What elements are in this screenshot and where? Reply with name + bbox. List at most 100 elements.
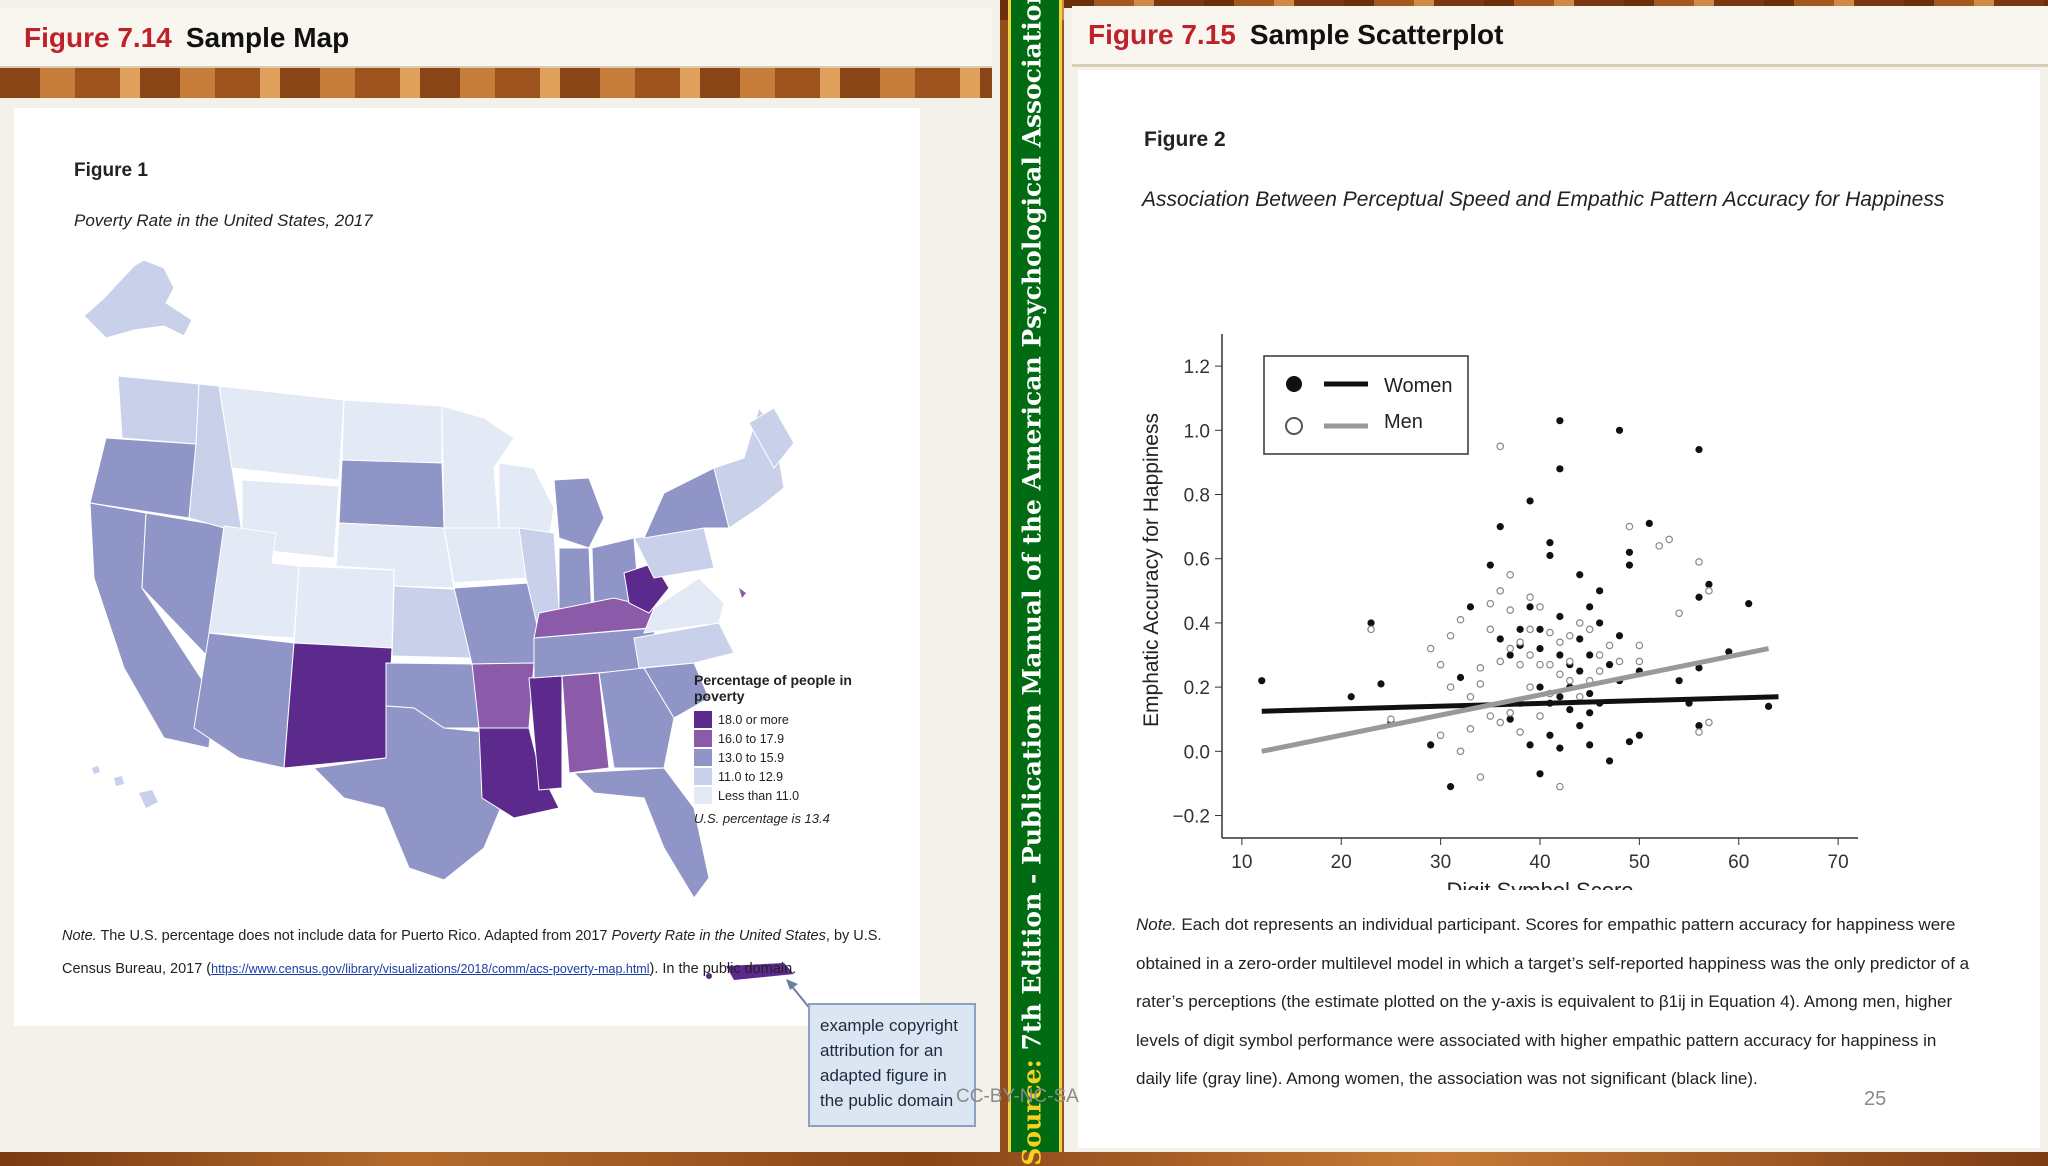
map-note-italic-title: Poverty Rate in the United States [611,928,826,944]
map-legend-label: 16.0 to 17.9 [718,731,785,746]
map-note-text-3: ). In the public domain. [649,961,797,977]
women-data-point [1556,612,1564,621]
men-data-point [1486,599,1495,608]
legend-men-marker [1285,417,1303,435]
figure-title-sample-scatterplot: Sample Scatterplot [1249,19,1504,50]
men-data-point [1426,644,1435,653]
men-data-point [1486,625,1495,634]
women-data-point [1546,731,1554,739]
men-data-point [1615,657,1624,666]
map-legend-item: 11.0 to 12.9 [694,767,894,786]
map-state-texas [312,705,510,881]
map-state-north-dakota [341,399,443,464]
women-data-point [1576,571,1584,579]
scatter-note: Note. Each dot represents an individual … [1136,906,1976,1099]
men-data-point [1526,651,1534,659]
women-data-point [1705,580,1713,588]
spine-source-rest: 7th Edition - Publication Manual of the … [1017,0,1047,1060]
scatter-legend-box [1263,355,1469,455]
map-state-iowa [443,527,527,584]
figure-title-sample-map: Sample Map [185,22,350,53]
men-data-point [1605,641,1614,650]
women-data-point [1526,603,1534,611]
women-data-point [1546,551,1554,560]
men-data-point [1546,628,1554,637]
men-data-point [1476,773,1485,781]
x-tick-label: 60 [1728,852,1749,873]
spine-source-text: Source: 7th Edition - Publication Manual… [1018,0,1047,1166]
map-state-north-carolina [633,622,735,669]
map-figure-label: Figure 1 [74,160,148,181]
map-legend-swatch [694,768,712,785]
map-us-percentage-note: U.S. percentage is 13.4 [694,811,830,826]
men-data-point [1466,725,1475,733]
men-data-point [1367,625,1375,634]
men-data-point [1496,587,1505,595]
map-legend-label: 13.0 to 15.9 [718,750,785,765]
women-data-point [1596,587,1604,595]
women-data-point [1695,445,1703,454]
men-data-point [1625,522,1634,531]
women-data-point [1466,603,1475,611]
women-data-point [1745,600,1753,608]
men-data-point [1486,712,1495,720]
map-legend-label: 18.0 or more [718,712,789,727]
legend-men-label: Men [1384,411,1423,433]
map-legend-item: 13.0 to 15.9 [694,748,894,767]
legend-women-label: Women [1384,375,1453,397]
map-note-text-2: , by U.S. Census Bureau, 2017 ( [62,928,882,977]
women-fit-line [1261,694,1779,714]
men-data-point [1556,670,1564,679]
women-data-point [1586,651,1594,659]
x-tick-label: 30 [1430,852,1451,873]
women-data-point [1556,651,1564,659]
women-data-point [1596,619,1604,627]
men-data-point [1695,558,1703,566]
map-state-louisiana [478,727,560,819]
women-data-point [1536,625,1544,633]
scatter-figure-label: Figure 2 [1144,128,1226,151]
copyright-callout: example copyright attribution for an ada… [808,1003,976,1127]
women-data-point [1556,465,1564,473]
census-link[interactable]: https://www.census.gov/library/visualiza… [211,962,650,976]
green-spine [1008,0,1062,1152]
men-data-point [1575,619,1584,627]
women-data-point [1496,635,1504,643]
spine-source-label: Source: [1017,1059,1047,1166]
map-legend-swatch [694,787,712,804]
women-data-point [1536,644,1544,653]
women-data-point [1516,625,1524,633]
women-data-point [1645,519,1653,528]
men-data-point [1566,676,1574,685]
map-legend-swatch [694,730,712,747]
women-data-point [1446,783,1455,791]
slide-page-number: 25 [1864,1088,1887,1110]
women-data-point [1586,689,1594,698]
women-data-point [1566,705,1574,714]
left-header-title: Figure 7.14 Sample Map [24,22,349,54]
men-data-point [1675,609,1683,618]
map-state-wisconsin [498,462,555,539]
map-state-arizona [193,632,295,769]
y-tick-label: 1.2 [1184,357,1210,378]
men-data-point [1466,692,1475,701]
y-tick-label: 0.2 [1184,678,1210,699]
map-legend-swatch [694,711,712,728]
scatter-figure-card: Figure 2 Association Between Perceptual … [1078,70,2040,1148]
map-state-florida [572,767,710,899]
women-data-point [1625,548,1634,556]
men-data-point [1476,664,1485,672]
women-data-point [1526,497,1534,505]
men-data-point [1516,660,1524,669]
y-tick-label: 0.8 [1184,486,1210,507]
map-state-maine [748,407,795,469]
men-data-point [1655,542,1664,550]
men-data-point [1496,718,1505,727]
women-data-point [1615,426,1624,434]
map-legend-swatch [694,749,712,766]
map-state-montana [218,385,345,481]
women-data-point [1506,651,1514,659]
map-note: Note. The U.S. percentage does not inclu… [62,920,892,986]
right-header-title: Figure 7.15 Sample Scatterplot [1088,19,1503,51]
men-data-point [1536,603,1544,611]
